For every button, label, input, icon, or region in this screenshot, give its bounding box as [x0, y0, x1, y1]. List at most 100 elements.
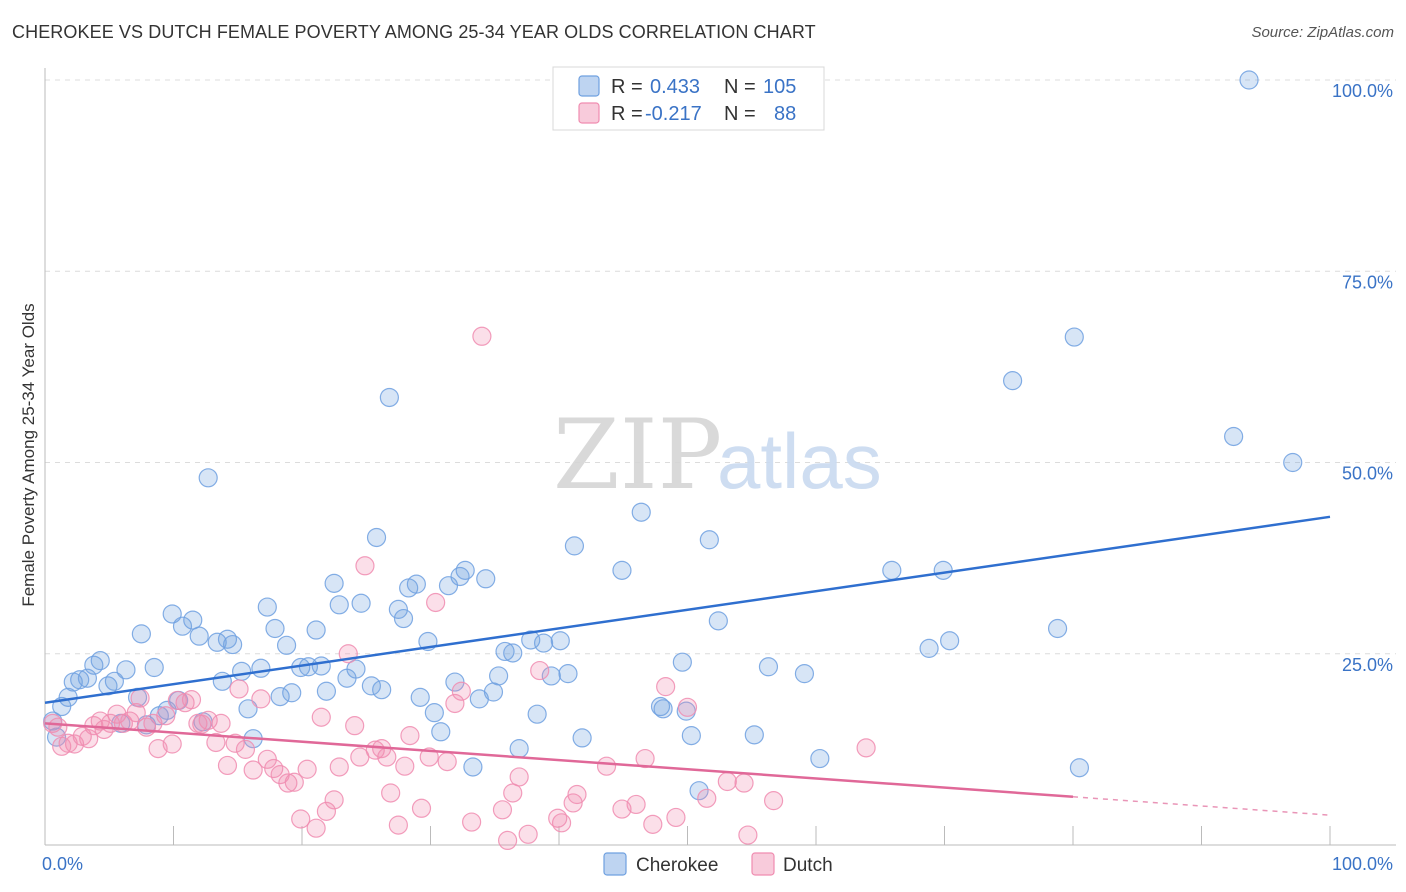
- cherokee-point-87: [681, 726, 701, 746]
- cherokee-point-89: [699, 530, 719, 550]
- cherokee-point-21: [172, 616, 193, 636]
- y-axis-title: Female Poverty Among 25-34 Year Olds: [19, 303, 38, 606]
- cherokee-point-54: [393, 608, 414, 629]
- cherokee-point-42: [311, 656, 331, 676]
- cherokee-point-23: [189, 626, 209, 646]
- y-tick-label-2: 75.0%: [1342, 272, 1393, 292]
- cherokee-point-19: [162, 604, 182, 624]
- x-tick-label-1: 100.0%: [1332, 854, 1393, 874]
- dutch-point-28: [211, 713, 231, 733]
- dutch-point-76: [596, 756, 617, 776]
- cherokee-point-43: [316, 681, 337, 701]
- dutch-point-45: [324, 790, 344, 810]
- dutch-point-56: [395, 756, 415, 776]
- cherokee-point-48: [351, 593, 371, 613]
- dutch-point-53: [377, 747, 397, 767]
- dutch-point-34: [251, 689, 271, 709]
- cherokee-point-50: [366, 527, 387, 548]
- cherokee-point-81: [612, 560, 632, 580]
- dutch-point-87: [738, 825, 758, 845]
- watermark: ZIP atlas: [553, 399, 882, 511]
- dutch-point-58: [411, 798, 432, 818]
- dutch-point-33: [243, 760, 263, 780]
- cherokee-point-49: [361, 676, 381, 696]
- dutch-point-30: [225, 733, 245, 753]
- legend-n-value-dutch: 88: [774, 103, 796, 125]
- dutch-point-67: [498, 830, 518, 851]
- dutch-point-86: [734, 773, 754, 793]
- y-tick-label-0: 25.0%: [1342, 655, 1393, 675]
- dutch-point-4: [64, 734, 85, 754]
- cherokee-point-38: [282, 683, 302, 703]
- dutch-point-31: [229, 679, 249, 699]
- dutch-point-39: [284, 772, 304, 792]
- dutch-point-71: [530, 660, 550, 681]
- dutch-point-59: [419, 747, 439, 767]
- dutch-point-50: [355, 556, 375, 576]
- legend-r-value-dutch: -0.217: [645, 103, 702, 125]
- dutch-point-40: [291, 809, 311, 829]
- cherokee-point-99: [1003, 371, 1023, 391]
- cherokee-point-67: [476, 569, 496, 589]
- bottom-legend-swatch-dutch: [751, 852, 775, 876]
- dutch-point-69: [509, 767, 529, 787]
- dutch-point-57: [400, 726, 420, 746]
- dutch-point-61: [437, 752, 457, 772]
- dutch-point-15: [130, 688, 150, 708]
- dutch-point-43: [311, 707, 331, 727]
- cherokee-point-101: [1064, 327, 1084, 347]
- dutch-point-27: [206, 732, 226, 753]
- cherokee-point-100: [1047, 618, 1068, 639]
- cherokee-point-78: [558, 664, 578, 684]
- cherokee-point-75: [533, 633, 554, 653]
- bottom-legend-swatch-cherokee: [603, 852, 627, 876]
- dutch-point-14: [126, 703, 146, 723]
- legend-n-label-dutch: N =: [724, 103, 756, 125]
- cherokee-point-84: [653, 699, 673, 719]
- cherokee-point-64: [455, 560, 475, 580]
- cherokee-point-14: [131, 624, 151, 644]
- cherokee-point-72: [509, 739, 529, 759]
- cherokee-point-22: [183, 610, 203, 630]
- dutch-point-46: [329, 757, 349, 777]
- cherokee-point-88: [689, 781, 709, 801]
- source-label: Source: ZipAtlas.com: [1251, 24, 1394, 41]
- cherokee-point-34: [257, 597, 277, 617]
- cherokee-point-80: [572, 728, 592, 748]
- cherokee-point-10: [104, 671, 124, 691]
- dutch-point-60: [426, 592, 446, 613]
- cherokee-point-93: [794, 664, 815, 684]
- dutch-point-64: [462, 812, 482, 832]
- watermark-zip: ZIP: [553, 399, 722, 511]
- cherokee-point-83: [650, 696, 671, 717]
- dutch-trend-line: [44, 722, 1074, 799]
- cherokee-point-70: [495, 641, 515, 662]
- cherokee-point-51: [372, 680, 392, 700]
- x-tick-label-0: 0.0%: [42, 854, 83, 874]
- dutch-point-88: [763, 791, 784, 811]
- cherokee-point-97: [933, 560, 953, 580]
- dutch-point-83: [677, 697, 698, 717]
- cherokee-point-37: [276, 635, 297, 655]
- dutch-point-21: [167, 690, 187, 711]
- dutch-point-1: [48, 717, 68, 737]
- cherokee-point-98: [940, 631, 960, 651]
- cherokee-point-79: [564, 536, 585, 556]
- dutch-point-55: [388, 815, 408, 835]
- dutch-point-73: [551, 813, 572, 833]
- cherokee-point-33: [251, 658, 271, 678]
- dutch-point-82: [666, 807, 686, 828]
- dutch-point-84: [697, 788, 717, 808]
- cherokee-point-53: [388, 599, 408, 619]
- bottom-legend-label-dutch: Dutch: [783, 855, 833, 876]
- dutch-point-80: [643, 814, 663, 834]
- cherokee-point-92: [758, 657, 779, 677]
- dutch-point-19: [156, 706, 176, 726]
- dutch-point-38: [278, 773, 298, 793]
- y-tick-labels: 25.0% 50.0% 75.0% 100.0%: [1332, 81, 1393, 675]
- cherokee-point-74: [527, 704, 547, 724]
- dutch-point-18: [148, 739, 168, 759]
- cherokee-point-5: [70, 670, 90, 690]
- cherokee-point-68: [483, 682, 504, 702]
- cherokee-point-105: [1283, 452, 1303, 473]
